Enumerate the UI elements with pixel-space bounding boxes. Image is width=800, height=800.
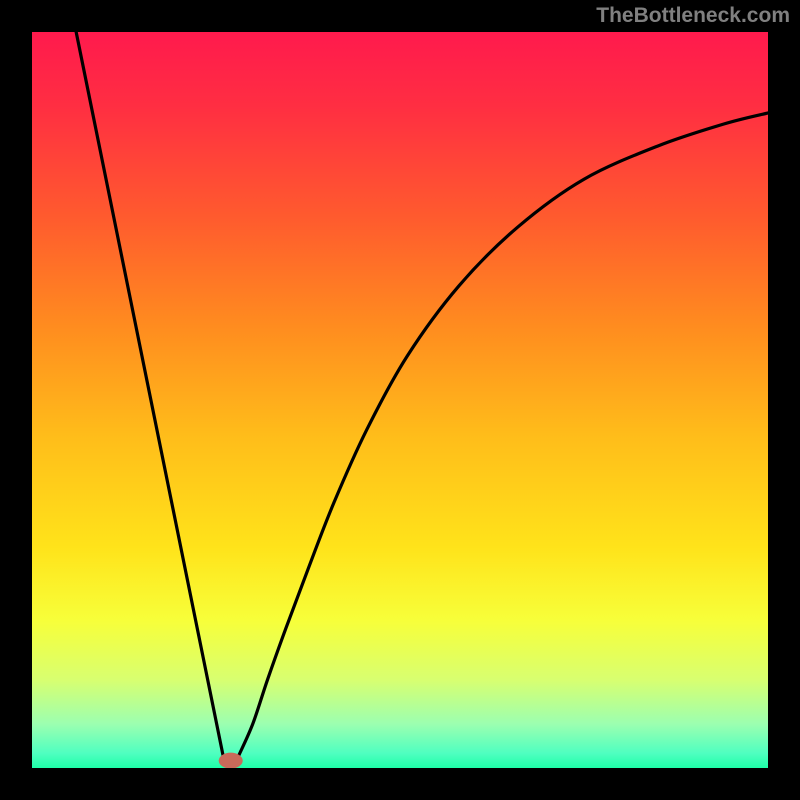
chart-container: TheBottleneck.com [0,0,800,800]
curve-right-branch [238,113,768,757]
plot-area [32,32,768,768]
minimum-marker [219,753,243,768]
bottleneck-curve [32,32,768,768]
curve-left-branch [76,32,223,757]
watermark-text: TheBottleneck.com [596,4,790,28]
